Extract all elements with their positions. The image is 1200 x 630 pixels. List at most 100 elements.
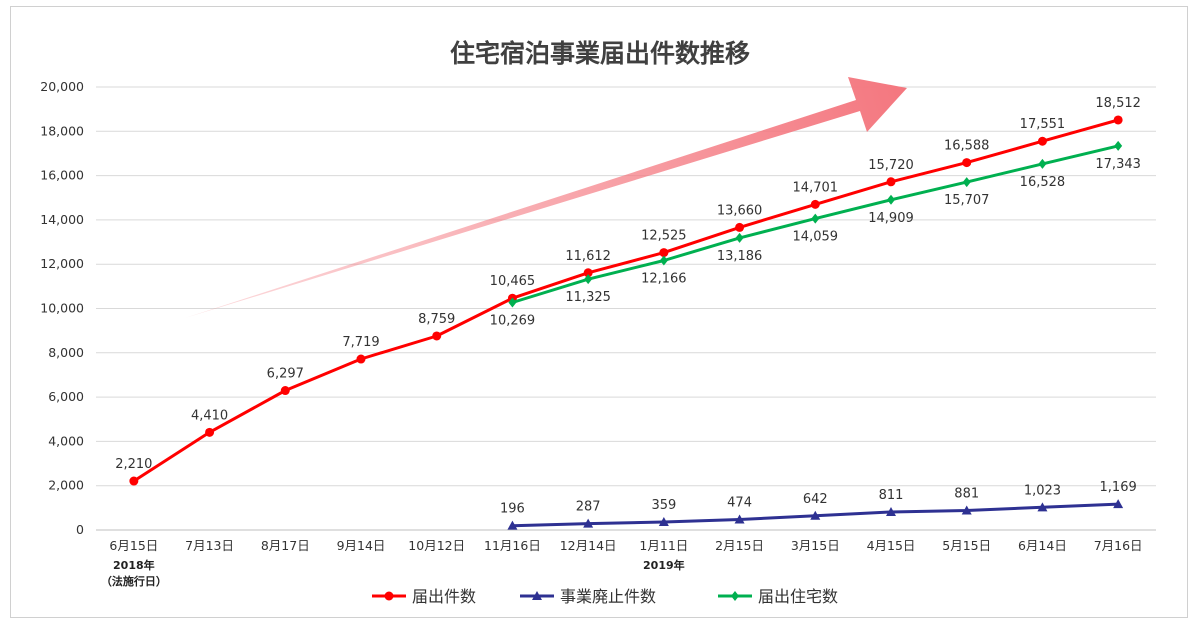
y-tick-label: 12,000 [40, 256, 84, 271]
series-1-marker [583, 268, 593, 278]
legend-entry: 届出住宅数 [758, 587, 838, 606]
x-tick-label: 7月13日 [185, 538, 234, 553]
series-3-marker [735, 232, 744, 243]
x-tick-label: 5月15日 [942, 538, 991, 553]
series-2-marker [1113, 499, 1124, 509]
data-label: 2,210 [115, 457, 152, 472]
y-tick-label: 2,000 [48, 478, 84, 493]
y-tick-label: 6,000 [48, 389, 84, 404]
series-line-1 [133, 118, 1119, 483]
axes: 0 2,000 4,000 6,000 8,000 10,000 12,000 14,000 1… [40, 79, 1156, 588]
data-label: 474 [727, 496, 752, 511]
series-2-marker [810, 510, 821, 520]
data-label: 10,269 [490, 314, 536, 329]
data-label: 881 [954, 486, 979, 501]
data-label: 642 [803, 492, 828, 507]
legend-entry: 届出件数 [412, 587, 476, 606]
data-label: 14,059 [793, 230, 839, 245]
series-3-marker [584, 274, 593, 285]
series-3-marker [887, 194, 895, 205]
series-3-marker [659, 255, 668, 266]
data-label: 15,720 [868, 158, 914, 173]
x-tick-label: 6月15日 [109, 538, 158, 553]
legend-swatch-marker [532, 591, 542, 600]
legend-swatch-marker [384, 591, 394, 601]
data-label: 7,719 [342, 335, 379, 350]
chart-title: 住宅宿泊事業届出件数推移 [450, 39, 750, 68]
data-label: 14,909 [868, 211, 914, 226]
series-1-marker [129, 476, 139, 486]
legend-entry: 事業廃止件数 [560, 587, 656, 606]
series-1-marker [1037, 136, 1047, 146]
data-label: 16,588 [944, 139, 990, 154]
legend: 届出件数 事業廃止件数 届出住宅数 [372, 587, 838, 606]
x-tick-label: 3月15日 [791, 538, 840, 553]
series-1-marker [886, 177, 896, 187]
y-tick-label: 10,000 [40, 301, 84, 316]
data-label: 17,551 [1020, 117, 1066, 132]
x-sub-label: 2018年 [113, 558, 155, 572]
data-label: 15,707 [944, 193, 990, 208]
gridlines [96, 86, 1156, 487]
series-2-marker [658, 517, 669, 527]
x-sub-label: 2019年 [643, 558, 685, 572]
y-tick-label: 16,000 [40, 168, 84, 183]
series-3-marker [1038, 158, 1047, 169]
series-2-marker [1037, 502, 1048, 512]
series-2-marker [886, 507, 896, 517]
data-label: 6,297 [267, 367, 304, 382]
data-label: 12,525 [641, 229, 687, 244]
series-1-marker [356, 354, 366, 364]
data-label: 18,512 [1095, 96, 1141, 111]
y-tick-label: 14,000 [40, 212, 84, 227]
series-1-marker [659, 248, 669, 258]
series [129, 115, 1124, 530]
y-tick-label: 0 [76, 522, 84, 537]
data-label: 12,166 [641, 272, 687, 287]
data-label: 8,759 [418, 312, 455, 327]
x-tick-label: 12月14日 [560, 538, 617, 553]
data-label: 287 [576, 500, 601, 515]
y-tick-label: 4,000 [48, 433, 84, 448]
series-1-marker [432, 331, 442, 341]
y-tick-label: 8,000 [48, 345, 84, 360]
chart-frame [10, 6, 1188, 618]
series-2-marker [507, 520, 518, 530]
series-2-marker [583, 518, 594, 528]
data-label: 17,343 [1095, 157, 1141, 172]
data-label: 811 [879, 488, 904, 503]
data-label: 11,325 [565, 290, 611, 305]
y-tick-label: 20,000 [40, 79, 84, 94]
series-3-marker [811, 213, 820, 224]
x-tick-label: 1月11日 [639, 538, 688, 553]
x-tick-label: 9月14日 [337, 538, 386, 553]
series-1-marker [735, 222, 745, 232]
data-label: 10,465 [490, 274, 536, 289]
series-2-marker [961, 505, 972, 515]
series-3-marker [508, 297, 517, 308]
x-tick-label: 10月12日 [408, 538, 465, 553]
data-labels: 2,210 4,410 6,297 7,719 8,759 10,465 11,612 12,… [115, 96, 1141, 517]
series-1-marker [810, 199, 820, 209]
y-tick-label: 18,000 [40, 123, 84, 138]
data-label: 196 [500, 502, 525, 517]
x-tick-label: 4月15日 [867, 538, 916, 553]
series-1-marker [1113, 115, 1123, 125]
data-label: 13,660 [717, 203, 763, 218]
series-1-marker [962, 158, 972, 168]
series-3-marker [1114, 140, 1123, 151]
x-sub-label: （法施行日） [101, 574, 167, 588]
data-label: 4,410 [191, 408, 228, 423]
data-label: 359 [651, 498, 676, 513]
data-label: 13,186 [717, 249, 763, 264]
data-label: 11,612 [565, 249, 611, 264]
series-3-marker [962, 177, 971, 188]
series-line-3 [511, 144, 1119, 304]
upward-trend-arrow [185, 77, 907, 318]
data-label: 14,701 [793, 180, 839, 195]
data-label: 1,023 [1024, 483, 1061, 498]
data-label: 1,169 [1100, 480, 1137, 495]
x-tick-label: 7月16日 [1094, 538, 1143, 553]
